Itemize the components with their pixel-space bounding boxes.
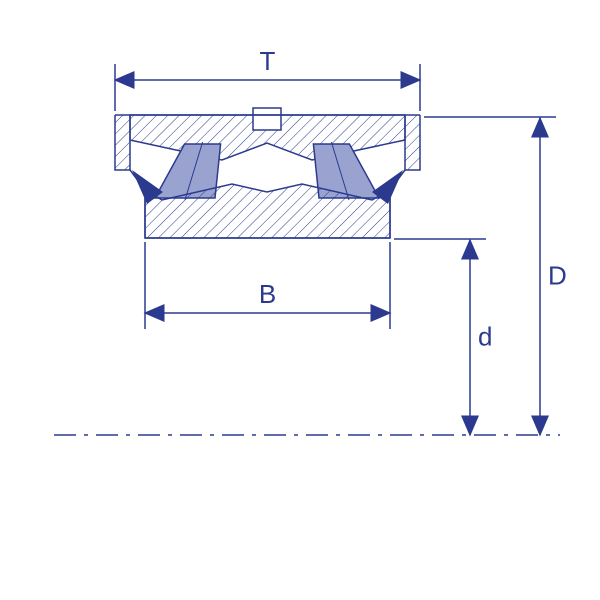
bearing-cross-section bbox=[253, 108, 281, 115]
label-T: T bbox=[260, 46, 276, 76]
label-d: d bbox=[478, 322, 492, 352]
label-B: B bbox=[259, 279, 276, 309]
label-D: D bbox=[548, 261, 567, 291]
